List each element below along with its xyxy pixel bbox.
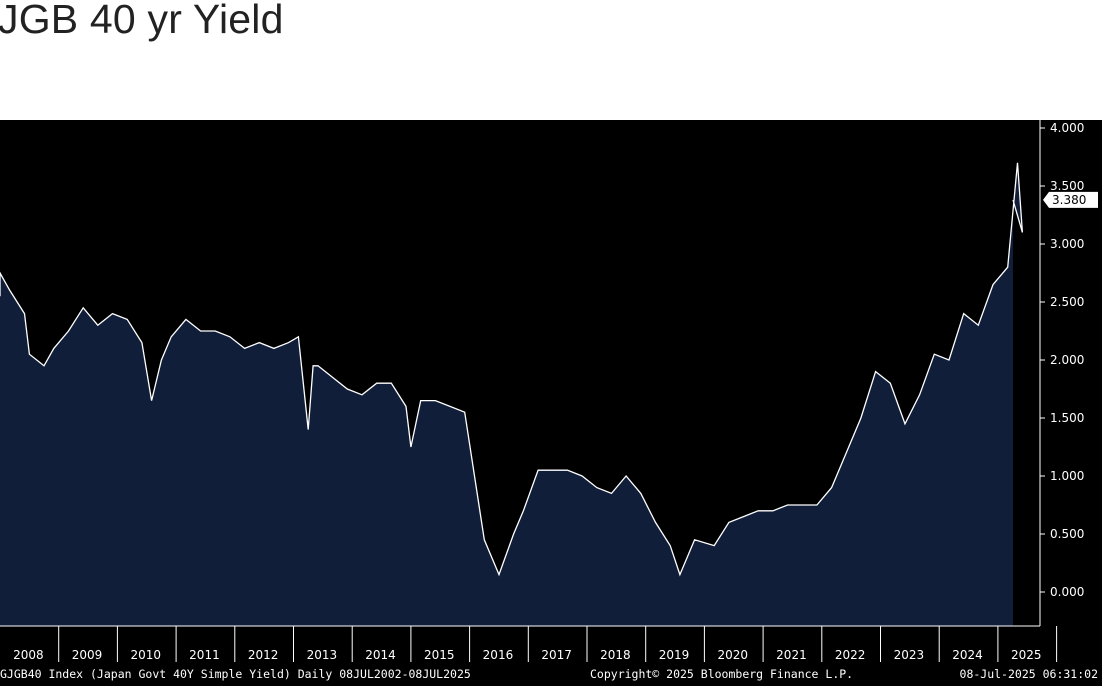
x-tick-label: 2023 [894, 648, 925, 662]
x-tick-label: 2014 [365, 648, 396, 662]
x-tick-label: 2020 [717, 648, 748, 662]
x-tick-label: 2022 [835, 648, 866, 662]
x-tick-label: 2015 [424, 648, 455, 662]
x-tick-label: 2025 [1011, 648, 1042, 662]
footer-right: 08-Jul-2025 06:31:02 [960, 667, 1098, 681]
series-area [0, 162, 1023, 627]
series-line [0, 162, 1024, 577]
y-tick-label: 1.500 [1050, 411, 1084, 425]
last-value-label: 3.380 [1052, 193, 1086, 207]
footer-layer: GJGB40 Index (Japan Govt 40Y Simple Yiel… [0, 667, 1098, 681]
x-tick-label: 2010 [130, 648, 161, 662]
y-tick-label: 4.000 [1050, 121, 1084, 135]
x-tick-label: 2019 [659, 648, 690, 662]
last-value-box [1043, 191, 1098, 208]
y-tick-label: 3.500 [1050, 179, 1084, 193]
x-tick-label: 2018 [600, 648, 631, 662]
chart-title: JGB 40 yr Yield [0, 0, 284, 42]
y-tick-label: 0.000 [1050, 585, 1084, 599]
x-tick-label: 2012 [248, 648, 279, 662]
y-tick-label: 2.500 [1050, 295, 1084, 309]
y-tick-label: 2.000 [1050, 353, 1084, 367]
y-tick-label: 1.000 [1050, 469, 1084, 483]
y-tick-label: 3.000 [1050, 237, 1084, 251]
x-tick-label: 2024 [952, 648, 983, 662]
y-tick-label: 0.500 [1050, 527, 1084, 541]
x-tick-label: 2017 [541, 648, 572, 662]
x-tick-label: 2013 [307, 648, 338, 662]
axis-layer: 4.000 3.500 3.000 2.500 2.000 1.500 1.000 0.500… [0, 120, 1098, 662]
x-tick-label: 2021 [776, 648, 807, 662]
x-tick-label: 2011 [189, 648, 220, 662]
area-layer [0, 162, 1024, 627]
footer-center: Copyright© 2025 Bloomberg Finance L.P. [590, 667, 853, 681]
x-tick-label: 2008 [13, 648, 44, 662]
x-tick-label: 2009 [72, 648, 103, 662]
x-tick-label: 2016 [483, 648, 514, 662]
footer-left: GJGB40 Index (Japan Govt 40Y Simple Yiel… [0, 667, 471, 681]
